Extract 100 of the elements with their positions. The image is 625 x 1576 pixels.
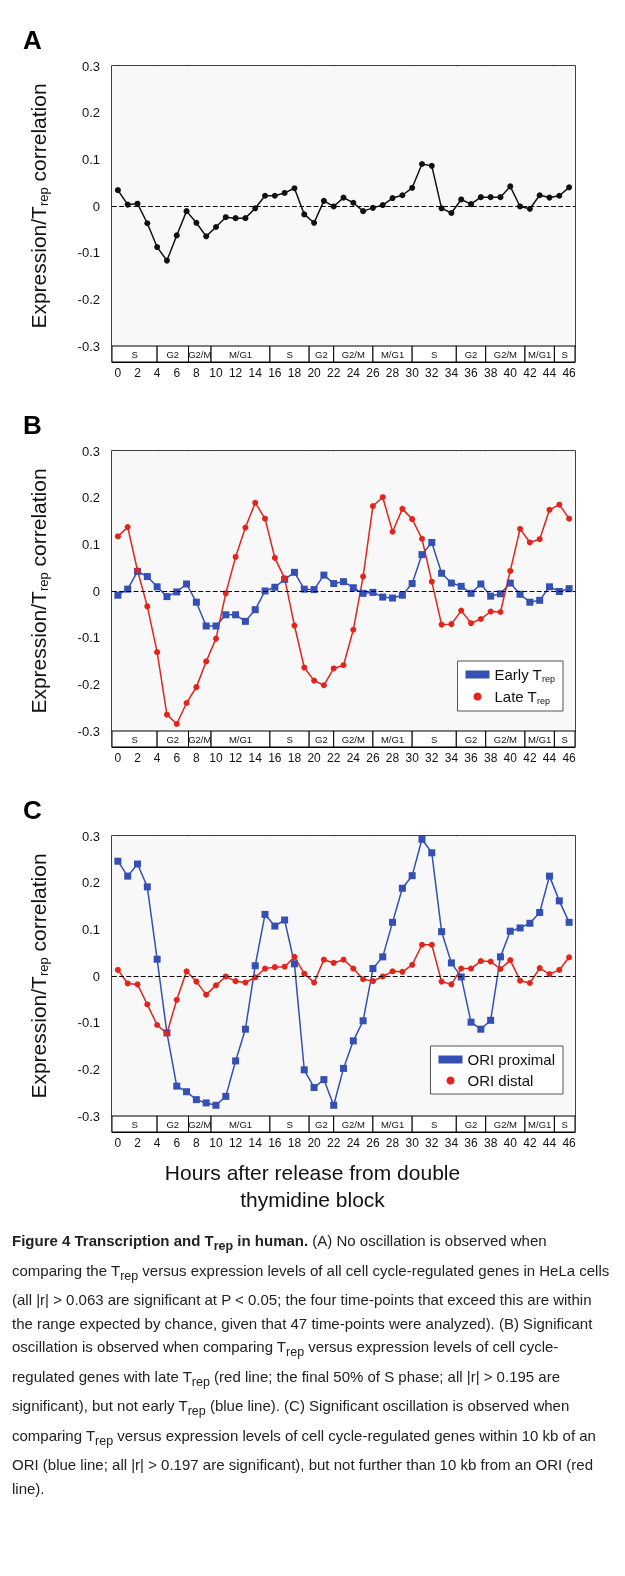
band-label: S [561,1118,568,1130]
chart-title: B [23,410,42,440]
band-label: S [431,348,438,360]
y-tick-label: 0.3 [81,828,100,844]
x-tick-label: 34 [444,366,459,380]
band-label: S [431,733,438,745]
y-tick-label: 0.1 [81,151,100,167]
x-tick-label: 0 [114,366,122,380]
y-tick-label: -0.3 [77,723,100,739]
x-tick-label: 8 [193,1136,201,1150]
band-label: G2/M [341,733,365,745]
x-tick-label: 32 [425,1136,439,1150]
band-label: M/G1 [528,1118,552,1130]
band-label: S [561,733,568,745]
x-tick-label: 42 [523,1136,537,1150]
x-tick-label: 6 [173,366,181,380]
x-tick-label: 28 [385,1136,400,1150]
x-tick-label: 16 [268,1136,282,1150]
x-tick-label: 46 [562,751,577,765]
y-axis-title: Expression/Trep correlation [26,468,51,714]
x-tick-label: 8 [193,751,201,765]
x-tick-label: 42 [523,751,537,765]
y-tick-label: 0 [92,583,100,599]
x-tick-label: 40 [503,1136,518,1150]
x-tick-label: 10 [209,751,223,765]
y-tick-label: 0.1 [81,536,100,552]
band-label: G2/M [493,1118,518,1130]
x-tick-label: 2 [134,366,142,380]
band-label: G2/M [341,348,365,360]
y-tick-label: 0.2 [81,490,100,506]
band-label: S [131,1118,138,1130]
band-label: G2 [464,733,478,745]
x-tick-label: 2 [134,751,142,765]
x-tick-label: 16 [268,751,282,765]
x-tick-label: 12 [228,1136,243,1150]
band-label: M/G1 [228,733,253,745]
y-tick-label: -0.3 [77,338,100,354]
band-label: G2/M [341,1118,365,1130]
y-tick-label: 0.3 [81,58,100,74]
x-tick-label: 42 [523,366,537,380]
x-tick-label: 30 [405,366,420,380]
x-tick-label: 28 [385,366,400,380]
y-tick-label: -0.1 [77,1015,100,1031]
band-label: G2 [464,348,478,360]
y-tick-label: 0.1 [81,921,100,937]
legend-label: ORI proximal [467,1051,556,1068]
x-tick-label: 22 [327,751,341,765]
x-tick-label: 36 [464,751,479,765]
x-tick-label: 38 [483,1136,498,1150]
band-label: G2/M [493,733,518,745]
x-tick-label: 20 [307,751,322,765]
chart-title: A [23,25,42,55]
y-tick-label: -0.1 [77,245,100,261]
x-tick-label: 32 [425,366,439,380]
x-tick-label: 44 [542,366,557,380]
x-tick-label: 38 [483,751,498,765]
x-tick-label: 40 [503,366,518,380]
x-tick-label: 26 [366,366,380,380]
band-label: M/G1 [380,1118,405,1130]
x-tick-label: 30 [405,1136,420,1150]
x-tick-label: 26 [366,751,380,765]
x-tick-label: 18 [287,751,302,765]
x-tick-label: 14 [248,1136,263,1150]
band-label: G2 [166,733,180,745]
x-tick-label: 26 [366,1136,380,1150]
x-tick-label: 32 [425,751,439,765]
x-tick-label: 44 [542,751,557,765]
y-tick-label: 0.2 [81,875,100,891]
band-label: M/G1 [528,733,552,745]
x-tick-label: 20 [307,1136,322,1150]
y-axis-title: Expression/Trep correlation [26,853,51,1099]
x-tick-label: 4 [153,366,161,380]
chart-title: C [23,795,42,825]
x-tick-label: 4 [153,751,161,765]
x-tick-label: 38 [483,366,498,380]
band-label: S [286,1118,293,1130]
band-label: M/G1 [528,348,552,360]
x-tick-label: 2 [134,1136,142,1150]
band-label: M/G1 [228,1118,253,1130]
x-tick-label: 24 [346,366,361,380]
band-label: M/G1 [228,348,253,360]
band-label: S [561,348,568,360]
band-label: M/G1 [380,348,405,360]
x-tick-label: 14 [248,366,263,380]
x-tick-label: 0 [114,751,122,765]
y-tick-label: 0.3 [81,443,100,459]
x-tick-label: 10 [209,1136,223,1150]
y-axis-title: Expression/Trep correlation [26,83,51,329]
band-label: S [431,1118,438,1130]
x-axis-title: Hours after release from double thymidine block [163,1160,462,1213]
x-tick-label: 18 [287,1136,302,1150]
y-tick-label: -0.1 [77,630,100,646]
y-tick-label: 0 [92,198,100,214]
band-label: S [131,733,138,745]
x-tick-label: 24 [346,751,361,765]
x-tick-label: 24 [346,1136,361,1150]
x-tick-label: 12 [228,751,243,765]
band-label: G2 [166,348,180,360]
band-label: G2 [166,1118,180,1130]
x-tick-label: 40 [503,751,518,765]
